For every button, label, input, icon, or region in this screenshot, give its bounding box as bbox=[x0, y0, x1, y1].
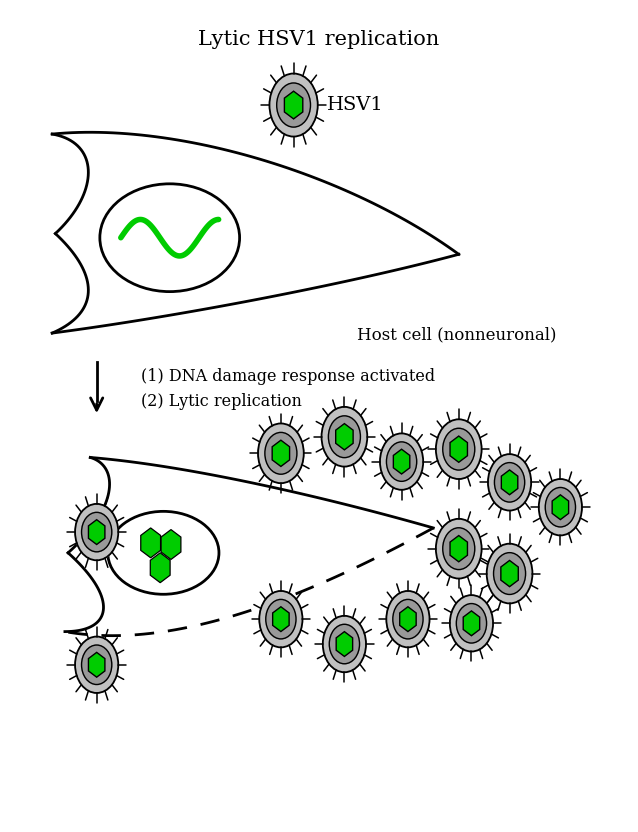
Polygon shape bbox=[89, 652, 105, 677]
Polygon shape bbox=[450, 536, 468, 562]
Circle shape bbox=[259, 591, 302, 647]
Circle shape bbox=[436, 419, 482, 479]
Circle shape bbox=[380, 433, 423, 490]
Polygon shape bbox=[450, 436, 468, 463]
Polygon shape bbox=[272, 607, 289, 631]
Circle shape bbox=[488, 454, 531, 511]
Circle shape bbox=[75, 504, 118, 560]
Circle shape bbox=[436, 519, 482, 578]
Circle shape bbox=[443, 428, 475, 470]
Circle shape bbox=[545, 488, 575, 527]
Circle shape bbox=[322, 407, 367, 467]
Text: (1) DNA damage response activated: (1) DNA damage response activated bbox=[141, 368, 435, 384]
Polygon shape bbox=[89, 520, 105, 544]
Circle shape bbox=[323, 616, 366, 672]
Text: Host cell (nonneuronal): Host cell (nonneuronal) bbox=[357, 326, 556, 344]
Circle shape bbox=[82, 645, 112, 685]
Circle shape bbox=[329, 624, 360, 664]
Text: (2) Lytic replication: (2) Lytic replication bbox=[141, 394, 302, 410]
Polygon shape bbox=[501, 561, 518, 587]
Polygon shape bbox=[272, 440, 290, 467]
Circle shape bbox=[443, 527, 475, 570]
Polygon shape bbox=[141, 528, 161, 557]
Circle shape bbox=[82, 513, 112, 552]
Circle shape bbox=[538, 479, 582, 536]
Circle shape bbox=[387, 442, 417, 482]
Circle shape bbox=[266, 599, 296, 639]
Circle shape bbox=[387, 591, 429, 647]
Circle shape bbox=[265, 433, 297, 474]
Polygon shape bbox=[151, 552, 170, 582]
Circle shape bbox=[456, 603, 487, 643]
Text: Lytic HSV1 replication: Lytic HSV1 replication bbox=[198, 31, 440, 49]
Text: HSV1: HSV1 bbox=[327, 96, 384, 114]
Polygon shape bbox=[399, 607, 416, 631]
Polygon shape bbox=[501, 470, 518, 495]
Polygon shape bbox=[552, 495, 568, 520]
Circle shape bbox=[494, 463, 524, 502]
Circle shape bbox=[277, 83, 311, 127]
Circle shape bbox=[393, 599, 423, 639]
Circle shape bbox=[269, 73, 318, 136]
Polygon shape bbox=[285, 92, 303, 119]
Circle shape bbox=[329, 416, 360, 458]
Circle shape bbox=[450, 595, 493, 651]
Polygon shape bbox=[463, 611, 480, 636]
Circle shape bbox=[258, 423, 304, 483]
Polygon shape bbox=[161, 530, 181, 559]
Circle shape bbox=[75, 636, 118, 693]
Circle shape bbox=[494, 552, 526, 594]
Polygon shape bbox=[336, 631, 353, 656]
Polygon shape bbox=[394, 449, 410, 474]
Circle shape bbox=[487, 543, 533, 603]
Polygon shape bbox=[336, 423, 353, 450]
